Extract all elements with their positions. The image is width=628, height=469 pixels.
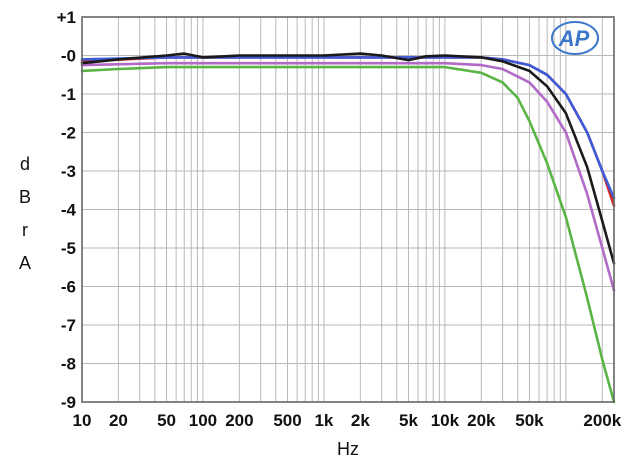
x-axis-label: Hz	[337, 439, 359, 459]
y-tick-label: -9	[61, 393, 76, 412]
y-tick-labels: +1 -0 -1 -2 -3 -4 -5 -6 -7 -8 -9	[57, 8, 77, 412]
series-lines	[80, 52, 616, 404]
x-tick-label: 200k	[583, 411, 621, 430]
y-axis-label-char: A	[19, 253, 31, 273]
logo-text: AP	[558, 26, 590, 51]
x-tick-labels: 10 20 50 100 200 500 1k 2k 5k 10k 20k 50k 200k	[73, 411, 622, 430]
y-tick-label: -7	[61, 316, 76, 335]
x-tick-label: 500	[273, 411, 301, 430]
y-tick-label: -5	[61, 239, 76, 258]
y-axis-label-char: B	[19, 187, 31, 207]
y-axis-label-char: d	[20, 154, 30, 174]
y-tick-label: -1	[61, 85, 76, 104]
x-tick-label: 100	[189, 411, 217, 430]
x-tick-label: 200	[225, 411, 253, 430]
x-tick-label: 5k	[399, 411, 418, 430]
series-line-4	[80, 52, 616, 265]
y-tick-label: -6	[61, 278, 76, 297]
y-tick-label: -2	[61, 124, 76, 143]
x-tick-label: 50k	[515, 411, 544, 430]
x-tick-label: 10	[73, 411, 92, 430]
plot-frame	[81, 16, 615, 403]
y-tick-label: -4	[61, 201, 77, 220]
x-tick-label: 1k	[314, 411, 333, 430]
x-tick-label: 20	[109, 411, 128, 430]
x-tick-label: 2k	[351, 411, 370, 430]
y-tick-label: -3	[61, 162, 76, 181]
series-line-3	[80, 61, 616, 292]
x-tick-label: 10k	[431, 411, 460, 430]
x-tick-label: 20k	[467, 411, 496, 430]
x-tick-label: 50	[157, 411, 176, 430]
logo-ring	[551, 21, 599, 55]
y-tick-label: -8	[61, 355, 76, 374]
series-line-5	[80, 65, 616, 404]
y-axis-label-char: r	[22, 220, 28, 240]
y-tick-label: -0	[61, 47, 76, 66]
y-tick-label: +1	[57, 8, 76, 27]
logo: AP	[551, 21, 599, 55]
